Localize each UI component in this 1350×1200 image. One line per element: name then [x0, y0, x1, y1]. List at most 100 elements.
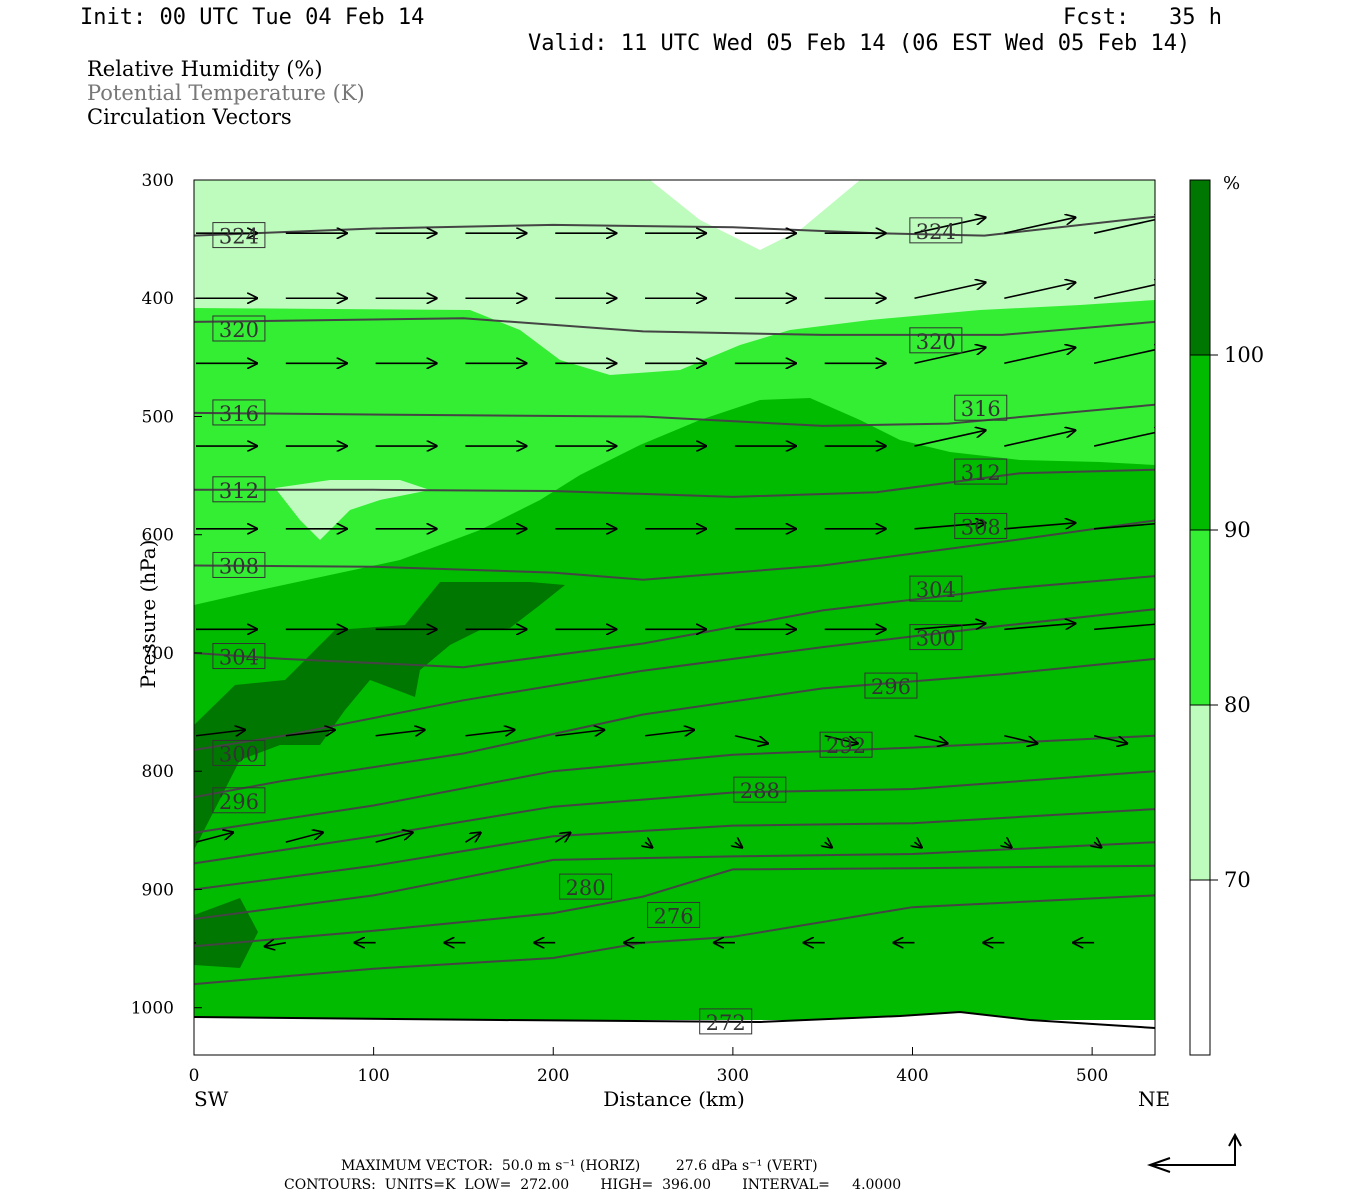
wind-vector — [1004, 842, 1012, 848]
contour-label-box — [733, 776, 787, 803]
rh-100-plus-region-low — [194, 898, 258, 968]
contour-label-box — [212, 399, 266, 426]
theta-contour-296 — [194, 657, 1155, 799]
wind-vector — [914, 282, 987, 300]
max-vector-note: MAXIMUM VECTOR: 50.0 m s⁻¹ (HORIZ) 27.6 … — [341, 1158, 818, 1174]
x-tick-label: 100 — [357, 1066, 389, 1086]
wind-vector — [465, 832, 481, 842]
contour-label-300: 300 — [916, 627, 956, 651]
wind-vector — [1094, 623, 1155, 631]
sw-end-label: SW — [194, 1087, 229, 1111]
wind-vector — [1004, 523, 1076, 530]
contour-label-box — [954, 458, 1008, 485]
wind-vector — [1093, 430, 1155, 447]
contour-label-320: 320 — [916, 330, 956, 354]
x-tick-label: 500 — [1076, 1066, 1108, 1086]
contour-label-296: 296 — [871, 675, 911, 699]
plot-frame — [193, 179, 1156, 1056]
wind-vector — [264, 943, 286, 947]
wind-vector — [195, 730, 246, 736]
colorbar-band-70-80 — [1189, 704, 1211, 881]
contour-label-box — [954, 512, 1008, 539]
contour-label-box — [559, 873, 613, 900]
contour-label-box — [954, 394, 1008, 421]
wind-vector — [1004, 282, 1076, 300]
wind-vector — [1093, 734, 1128, 744]
below-ground — [194, 1012, 1155, 1055]
wind-vector — [375, 832, 414, 843]
wind-vector — [555, 730, 605, 736]
wind-vector — [285, 730, 336, 736]
theta-contour-312 — [194, 468, 1155, 498]
init-time: Init: 00 UTC Tue 04 Feb 14 — [80, 5, 425, 30]
wind-vector — [375, 730, 426, 736]
contour-label-box — [212, 476, 266, 503]
wind-vector — [824, 734, 859, 744]
colorbar-label-80: 80 — [1224, 693, 1251, 717]
contour-label-324: 324 — [219, 225, 259, 249]
wind-vector — [914, 734, 949, 744]
wind-vector — [195, 832, 234, 843]
colorbar-band-below-70 — [1189, 879, 1211, 1056]
theta-contour-284 — [194, 808, 1155, 891]
contour-label-316: 316 — [961, 397, 1001, 421]
field-rh-label: Relative Humidity (%) — [87, 57, 323, 81]
contour-label-288: 288 — [740, 779, 780, 803]
contour-label-280: 280 — [566, 876, 606, 900]
y-tick-label: 500 — [142, 407, 174, 427]
surface-line — [194, 1010, 1155, 1029]
contour-label-272: 272 — [706, 1011, 746, 1035]
contour-label-304: 304 — [916, 578, 956, 602]
x-tick-label: 300 — [717, 1066, 749, 1086]
theta-contour-288 — [194, 770, 1155, 865]
x-axis-title: Distance (km) — [603, 1087, 745, 1111]
x-tick-label: 200 — [537, 1066, 569, 1086]
wind-vector — [914, 347, 987, 365]
y-tick-label: 300 — [142, 171, 174, 191]
wind-vector — [1004, 217, 1076, 234]
colorbar: % 70 80 90 100 — [1189, 173, 1264, 1056]
wind-vector — [1093, 282, 1155, 300]
contour-label-312: 312 — [961, 461, 1001, 485]
y-tick-label: 800 — [142, 762, 174, 782]
contour-label-320: 320 — [219, 318, 259, 342]
y-axis-title: Pressure (hPa) — [136, 540, 160, 689]
x-tick-label: 0 — [189, 1066, 200, 1086]
colorbar-label-70: 70 — [1224, 868, 1251, 892]
forecast-hour: Fcst: 35 h — [1063, 5, 1222, 30]
wind-vector — [554, 832, 571, 842]
wind-vector — [1004, 734, 1038, 744]
wind-vector — [285, 832, 324, 843]
theta-contour-300 — [194, 608, 1155, 751]
axes: 300 400 500 600 700 800 900 1000 0 100 200 300 400 50… — [131, 171, 1109, 1086]
colorbar-band-100-plus — [1189, 179, 1211, 356]
contour-label-312: 312 — [219, 479, 259, 503]
contour-label-box — [647, 901, 701, 928]
field-vectors-label: Circulation Vectors — [87, 105, 292, 129]
wind-vector — [194, 941, 197, 944]
contour-label-box — [819, 731, 873, 758]
contour-label-276: 276 — [654, 904, 694, 928]
contour-label-box — [909, 624, 963, 651]
contour-label-box — [909, 575, 963, 602]
contour-label-box — [212, 739, 266, 766]
contour-label-box — [212, 787, 266, 814]
wind-vector — [734, 734, 769, 744]
y-tick-label: 1000 — [131, 999, 174, 1019]
wind-vector — [1094, 523, 1155, 530]
colorbar-band-80-90 — [1189, 529, 1211, 706]
wind-vector — [1093, 347, 1155, 365]
theta-contour-276 — [194, 864, 1155, 948]
colorbar-band-90-100 — [1189, 354, 1211, 531]
valid-time: Valid: 11 UTC Wed 05 Feb 14 (06 EST Wed … — [528, 31, 1191, 56]
reference-vector-icon — [1146, 1132, 1242, 1173]
contour-label-308: 308 — [219, 554, 259, 578]
wind-vector — [825, 842, 833, 848]
y-tick-label: 600 — [142, 526, 174, 546]
contour-label-box — [212, 222, 266, 249]
wind-vector — [735, 842, 743, 848]
field-theta-label: Potential Temperature (K) — [87, 81, 365, 105]
wind-vector — [914, 430, 987, 447]
contour-label-304: 304 — [219, 646, 259, 670]
